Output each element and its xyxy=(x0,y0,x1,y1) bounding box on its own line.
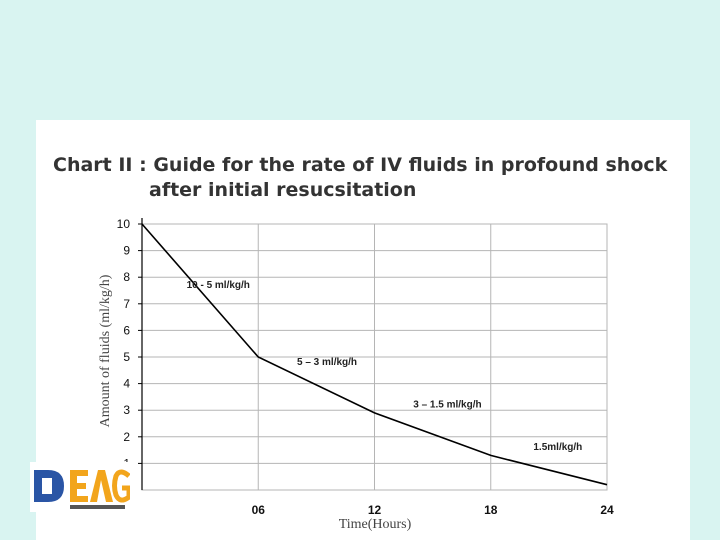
rate-annotation: 3 – 1.5 ml/kg/h xyxy=(413,400,481,411)
y-tick-label: 10 xyxy=(117,217,131,231)
y-tick-label: 5 xyxy=(123,350,130,364)
x-tick-label: 12 xyxy=(368,503,382,517)
chart-title-line-1: Chart II : Guide for the rate of IV flui… xyxy=(53,154,668,176)
chart-panel: Chart II : Guide for the rate of IV flui… xyxy=(36,120,690,540)
chart-title-line-2: after initial resucsitation xyxy=(149,179,416,201)
x-tick-label: 06 xyxy=(252,503,266,517)
annotations: 10 - 5 ml/kg/h 5 – 3 ml/kg/h 3 – 1.5 ml/kg… xyxy=(187,280,583,453)
y-tick-label: 8 xyxy=(123,270,130,284)
y-tick-label: 4 xyxy=(123,377,130,391)
rate-annotation: 1.5ml/kg/h xyxy=(533,442,582,453)
y-tick-label: 7 xyxy=(123,297,130,311)
y-tick-label: 3 xyxy=(123,403,130,417)
eag-logo xyxy=(30,462,132,512)
series-layer xyxy=(141,223,608,486)
eag-logo-icon xyxy=(34,469,132,509)
rate-annotation: 5 – 3 ml/kg/h xyxy=(297,357,357,368)
x-tick-label: 18 xyxy=(484,503,498,517)
series-line xyxy=(141,223,608,486)
x-axis-label: Time(Hours) xyxy=(339,517,412,532)
axes: 1234567891006121824 xyxy=(117,217,614,517)
y-axis-label: Amount of fluids (ml/kg/h) xyxy=(98,274,113,427)
x-tick-label: 24 xyxy=(600,503,614,517)
grid xyxy=(141,223,608,491)
y-tick-label: 9 xyxy=(123,244,130,258)
fluid-rate-chart: Chart II : Guide for the rate of IV flui… xyxy=(53,154,668,532)
y-tick-label: 2 xyxy=(123,430,130,444)
y-tick-label: 6 xyxy=(123,323,130,337)
rate-annotation: 10 - 5 ml/kg/h xyxy=(187,280,250,291)
